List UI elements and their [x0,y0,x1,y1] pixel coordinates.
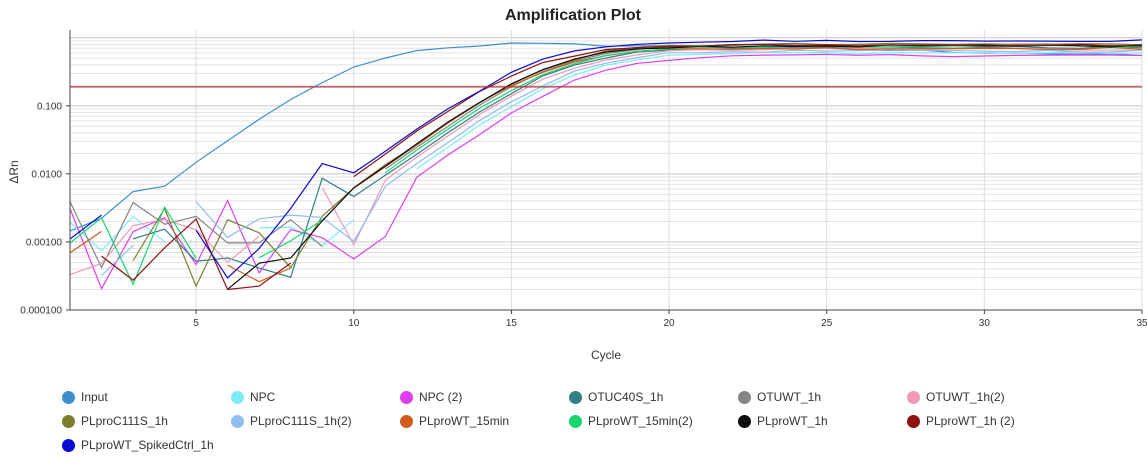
legend-item[interactable]: NPC [231,390,275,404]
legend-label: PLproC111S_1h [81,414,168,428]
legend-label: OTUC40S_1h [588,390,664,404]
series-line-10[interactable] [227,44,1143,290]
legend-item[interactable]: NPC (2) [400,390,462,404]
legend-item[interactable]: PLproC111S_1h [62,414,168,428]
series-line-9[interactable] [69,205,197,286]
x-tick-label: 30 [979,318,991,329]
series-line-1[interactable] [416,51,1143,170]
legend-swatch [62,390,75,404]
legend-swatch [62,438,75,452]
x-tick-label: 5 [193,318,199,329]
series-line-8[interactable] [69,230,102,254]
legend-item[interactable]: PLproWT_1h (2) [907,414,1015,428]
x-axis-label: Cycle [591,348,621,362]
series-line-3[interactable] [132,45,1143,278]
legend-item[interactable]: PLproWT_1h [738,414,828,428]
series-line-8[interactable] [227,264,291,283]
series-line-4[interactable] [69,201,323,269]
series-line-7[interactable] [101,245,134,276]
series-lines [69,39,1143,291]
series-line-0[interactable] [69,42,1143,232]
legend-label: NPC [250,390,276,404]
y-tick-label: 0.00100 [26,237,63,248]
legend-swatch [738,390,751,404]
x-tick-label: 25 [821,318,833,329]
x-tick-label: 15 [506,318,518,329]
legend-item[interactable]: OTUC40S_1h [569,390,663,404]
series-line-5[interactable] [321,47,1143,246]
legend-swatch [231,414,244,428]
legend-label: OTUWT_1h(2) [926,390,1005,404]
legend-label: Input [81,390,108,404]
legend-label: PLproC111S_1h(2) [250,414,352,428]
series-line-11[interactable] [353,43,1143,178]
axes: 0.100 0.0100 0.00100 0.000100 5 10 15 20 25 30 35 [20,30,1147,329]
y-tick-label: 0.000100 [20,306,62,317]
legend-label: NPC (2) [419,390,463,404]
series-line-4[interactable] [384,43,1143,170]
series-line-12[interactable] [195,39,1143,279]
legend-label: PLproWT_SpikedCtrl_1h [81,438,214,452]
series-line-8[interactable] [353,46,1143,189]
legend-label: PLproWT_1h [757,414,828,428]
legend-item[interactable]: PLproWT_15min [400,414,509,428]
legend-item[interactable]: PLproWT_SpikedCtrl_1h [62,438,214,452]
legend-label: PLproWT_15min [419,414,510,428]
legend-swatch [907,390,920,404]
x-tick-label: 10 [348,318,360,329]
amplification-chart: Amplification Plot 0.100 0.0100 0.00100 0.0… [7,7,1147,362]
legend-label: PLproWT_15min(2) [588,414,693,428]
grid [70,30,1143,311]
legend-item[interactable]: Input [62,390,108,404]
series-line-6[interactable] [132,42,1143,288]
legend-swatch [907,414,920,428]
legend-label: OTUWT_1h [757,390,822,404]
series-line-9[interactable] [258,219,323,259]
legend-swatch [738,414,751,428]
legend-swatch [400,390,413,404]
legend-swatch [62,414,75,428]
legend-swatch [569,414,582,428]
series-line-11[interactable] [101,218,292,291]
y-tick-label: 0.100 [37,101,62,112]
legend-item[interactable]: OTUWT_1h [738,390,821,404]
legend-item[interactable]: PLproC111S_1h(2) [231,414,352,428]
legend-label: PLproWT_1h (2) [926,414,1015,428]
series-line-1[interactable] [69,215,165,252]
y-tick-label: 0.0100 [31,169,62,180]
series-line-2[interactable] [69,53,1143,291]
legend-item[interactable]: PLproWT_15min(2) [569,414,693,428]
x-tick-label: 35 [1136,318,1147,329]
y-axis-label: ΔRn [7,160,21,183]
x-tick-label: 20 [663,318,675,329]
legend-swatch [569,390,582,404]
series-line-5[interactable] [69,218,260,276]
chart-title: Amplification Plot [505,7,642,24]
legend-swatch [231,390,244,404]
legend-swatch [400,414,413,428]
series-line-7[interactable] [195,49,1143,243]
series-line-12[interactable] [69,214,102,240]
legend-item[interactable]: OTUWT_1h(2) [907,390,1005,404]
